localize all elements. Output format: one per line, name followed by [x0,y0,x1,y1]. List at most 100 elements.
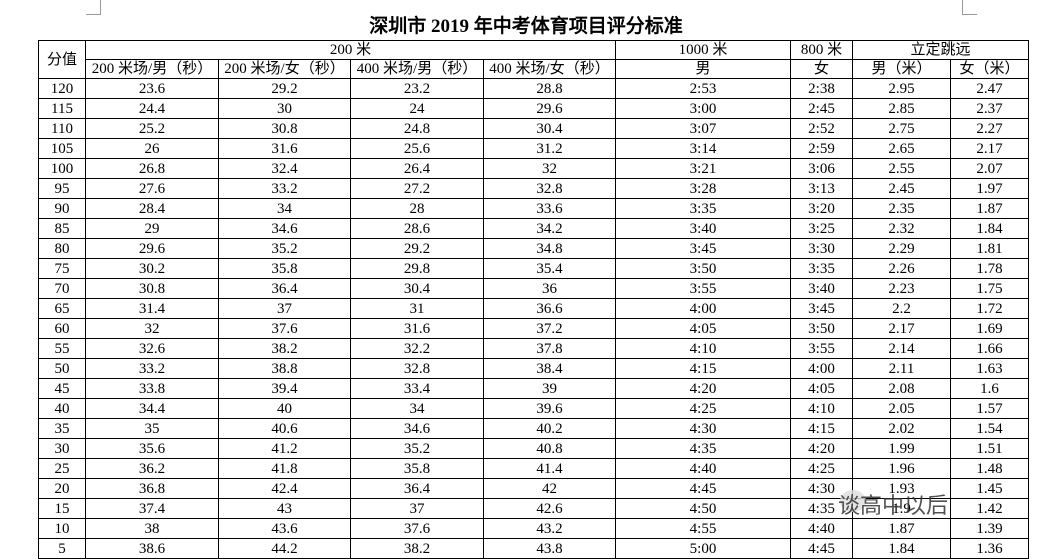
table-cell: 31.6 [218,138,351,159]
table-cell: 36.6 [482,298,617,319]
table-row: 5 38.6 44.2 38.2 43.8 5:00 4:45 1.84 1.36 [38,538,1030,559]
table-cell: 60 [38,318,86,339]
table-cell: 2.23 [852,278,952,299]
table-cell: 4:20 [790,438,854,459]
table-cell: 4:25 [790,458,854,479]
table-cell: 75 [38,258,86,279]
table-cell: 85 [38,218,86,239]
table-row: 85 29 34.6 28.6 34.2 3:40 3:25 2.32 1.84 [38,218,1030,239]
table-row: 105 26 31.6 25.6 31.2 3:14 2:59 2.65 2.17 [38,138,1030,159]
table-body: 120 23.6 29.2 23.2 28.8 2:53 2:38 2.95 2.47 115 24… [38,78,1030,559]
table-cell: 36.2 [85,458,219,479]
table-cell: 2.05 [852,398,952,419]
table-cell: 30 [38,438,86,459]
table-cell: 43.6 [218,518,351,539]
table-cell: 30 [218,98,351,119]
table-row: 95 27.6 33.2 27.2 32.8 3:28 3:13 2.45 1.97 [38,178,1030,199]
table-cell: 4:20 [615,378,792,399]
header-cell: 男（米） [852,59,952,79]
table-cell: 32.2 [350,338,484,359]
table-cell: 2.45 [852,178,952,199]
table-cell: 5:00 [615,538,792,559]
table-cell: 37.4 [85,498,219,519]
table-cell: 20 [38,478,86,499]
table-cell: 2.17 [852,318,952,339]
table-cell: 3:40 [615,218,792,239]
table-cell: 120 [38,78,86,99]
table-head: 分值 200 米 1000 米 800 米 立定跳远 200 米场/男（秒） 20… [38,40,1030,79]
table-cell: 1.99 [852,438,952,459]
table-cell: 35.8 [218,258,351,279]
table-cell: 2.95 [852,78,952,99]
table-cell: 41.4 [482,458,617,479]
table-cell: 100 [38,158,86,179]
table-row: 65 31.4 37 31 36.6 4:00 3:45 2.2 1.72 [38,298,1030,319]
table-cell: 30.4 [350,278,484,299]
table-cell: 28.4 [85,198,219,219]
table-row: 100 26.8 32.4 26.4 32 3:21 3:06 2.55 2.07 [38,158,1030,179]
table-cell: 1.63 [950,358,1030,379]
table-cell: 34.8 [482,238,617,259]
title: 深圳市 2019 年中考体育项目评分标准 [369,16,683,37]
table-cell: 32.8 [350,358,484,379]
table-cell: 1.72 [950,298,1030,319]
table-cell: 42.4 [218,478,351,499]
table-cell: 2.17 [950,138,1030,159]
table-cell: 35.2 [350,438,484,459]
table-cell: 4:15 [615,358,792,379]
table-cell: 41.8 [218,458,351,479]
table-cell: 26 [85,138,219,159]
table-cell: 38.2 [350,538,484,559]
table-cell: 3:14 [615,138,792,159]
table-cell: 2.08 [852,378,952,399]
table-cell: 32 [482,158,617,179]
table-cell: 38 [85,518,219,539]
table-cell: 1.57 [950,398,1030,419]
table-cell: 3:55 [790,338,854,359]
table-cell: 30.4 [482,118,617,139]
table-row: 120 23.6 29.2 23.2 28.8 2:53 2:38 2.95 2.47 [38,78,1030,99]
table-row: 20 36.8 42.4 36.4 42 4:45 4:30 1.93 1.45 [38,478,1030,499]
table-cell: 33.6 [482,198,617,219]
table-cell: 2.47 [950,78,1030,99]
table-cell: 45 [38,378,86,399]
table-cell: 36.4 [350,478,484,499]
table-cell: 3:45 [790,298,854,319]
table-cell: 105 [38,138,86,159]
table-cell: 1.84 [852,538,952,559]
table-cell: 1.45 [950,478,1030,499]
table-cell: 1.39 [950,518,1030,539]
table-cell: 25.6 [350,138,484,159]
table-cell: 30.8 [218,118,351,139]
header-cell: 男 [615,59,792,79]
table-cell: 4:35 [615,438,792,459]
table-cell: 24.8 [350,118,484,139]
table-cell: 28.8 [482,78,617,99]
table-cell: 28 [350,198,484,219]
table-cell: 36.8 [85,478,219,499]
table-cell: 4:55 [615,518,792,539]
table-cell: 65 [38,298,86,319]
table-row: 30 35.6 41.2 35.2 40.8 4:35 4:20 1.99 1.51 [38,438,1030,459]
table-cell: 41.2 [218,438,351,459]
score-table: 分值 200 米 1000 米 800 米 立定跳远 200 米场/男（秒） 20… [38,40,1030,559]
table-row: 60 32 37.6 31.6 37.2 4:05 3:50 2.17 1.69 [38,318,1030,339]
header-cell: 立定跳远 [852,40,1030,60]
table-cell: 4:05 [615,318,792,339]
table-cell: 2.14 [852,338,952,359]
header-row: 200 米场/男（秒） 200 米场/女（秒） 400 米场/男（秒） 400 米场/… [39,59,1030,79]
table-cell: 1.75 [950,278,1030,299]
table-cell: 4:10 [790,398,854,419]
table-cell: 2.2 [852,298,952,319]
table-cell: 5 [38,538,86,559]
table-cell: 29.2 [218,78,351,99]
table-cell: 1.87 [950,198,1030,219]
table-cell: 33.4 [350,378,484,399]
table-cell: 34.6 [218,218,351,239]
table-cell: 3:50 [615,258,792,279]
table-row: 75 30.2 35.8 29.8 35.4 3:50 3:35 2.26 1.78 [38,258,1030,279]
table-cell: 1.78 [950,258,1030,279]
table-cell: 38.2 [218,338,351,359]
watermark: 谈高中以后 [838,494,949,519]
header-cell: 200 米场/女（秒） [218,59,351,79]
